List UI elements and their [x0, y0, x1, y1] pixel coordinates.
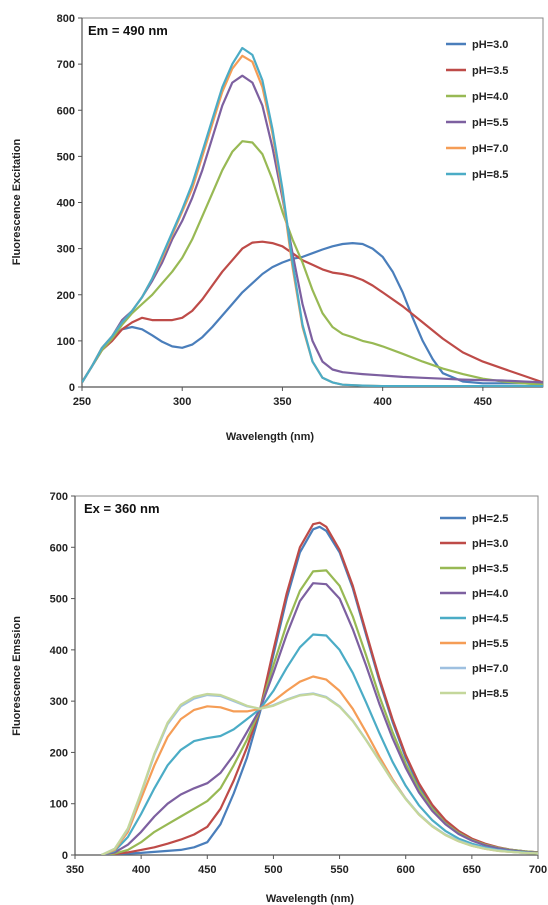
y-tick-label: 300 — [50, 696, 68, 708]
chart-panel-2: 0 100 200 300 400 500 600 700 350 400 450 500 550 600… — [11, 491, 547, 905]
y-tick-label: 100 — [50, 799, 68, 811]
x-tick-label: 600 — [397, 864, 415, 876]
legend-label: pH=7.0 — [472, 663, 508, 675]
y-axis-title: Fluorescence Emssion — [11, 616, 23, 736]
chart-annotation: Em = 490 nm — [88, 23, 168, 38]
y-tick-label: 200 — [50, 747, 68, 759]
legend-label: pH=2.5 — [472, 513, 508, 525]
x-tick-label: 700 — [529, 864, 547, 876]
legend-label: pH=8.5 — [472, 169, 508, 181]
series-line-pH4-0 — [82, 140, 543, 386]
y-tick-label: 500 — [50, 594, 68, 606]
chart-annotation: Ex = 360 nm — [84, 501, 160, 516]
x-tick-label: 350 — [273, 396, 291, 408]
series-line-pH8-5 — [101, 692, 538, 855]
y-tick-label: 0 — [69, 382, 75, 394]
x-axis-title: Wavelength (nm) — [226, 431, 315, 443]
y-tick-label: 700 — [50, 491, 68, 503]
y-tick-label: 800 — [57, 13, 75, 25]
legend: pH=2.5 pH=3.0 pH=3.5 pH=4.0 pH=4.5 pH=5.5 pH=7… — [440, 513, 508, 700]
series-line-pH4-0 — [101, 582, 538, 855]
x-tick-label: 650 — [463, 864, 481, 876]
legend-label: pH=5.5 — [472, 117, 508, 129]
series-line-pH3-5 — [82, 240, 543, 384]
x-tick-label: 400 — [132, 864, 150, 876]
x-tick-label: 300 — [173, 396, 191, 408]
legend-label: pH=8.5 — [472, 688, 508, 700]
x-tick-label: 400 — [373, 396, 391, 408]
legend: pH=3.0 pH=3.5 pH=4.0 pH=5.5 pH=7.0 pH=8.5 — [446, 39, 508, 181]
series-line-pH3-0 — [101, 521, 538, 855]
legend-label: pH=3.5 — [472, 563, 508, 575]
chart-panel-1: 0 100 200 300 400 500 600 700 800 250 300 350 400 450… — [11, 13, 544, 443]
x-tick-label: 450 — [198, 864, 216, 876]
y-tick-label: 300 — [57, 244, 75, 256]
legend-label: pH=3.0 — [472, 538, 508, 550]
y-axis-title: Fluorescence Excitation — [11, 138, 23, 265]
plot-frame — [74, 495, 539, 856]
y-tick-label: 700 — [57, 59, 75, 71]
series-line-pH4-5 — [101, 633, 538, 855]
y-tick-label: 500 — [57, 151, 75, 163]
x-tick-label: 500 — [264, 864, 282, 876]
y-tick-label: 200 — [57, 290, 75, 302]
legend-label: pH=5.5 — [472, 638, 508, 650]
legend-label: pH=4.0 — [472, 588, 508, 600]
x-tick-label: 250 — [73, 396, 91, 408]
x-tick-label: 450 — [474, 396, 492, 408]
y-tick-label: 400 — [50, 645, 68, 657]
y-tick-label: 0 — [62, 850, 68, 862]
y-tick-label: 100 — [57, 336, 75, 348]
series-line-pH7-0 — [82, 54, 543, 387]
y-tick-label: 600 — [57, 105, 75, 117]
legend-label: pH=4.0 — [472, 91, 508, 103]
series-line-pH3-0 — [82, 242, 543, 386]
legend-label: pH=3.0 — [472, 39, 508, 51]
y-tick-label: 600 — [50, 542, 68, 554]
legend-label: pH=7.0 — [472, 143, 508, 155]
x-tick-label: 350 — [66, 864, 84, 876]
legend-label: pH=3.5 — [472, 65, 508, 77]
series-line-pH8-5 — [82, 46, 543, 387]
series-line-pH7-0 — [101, 692, 538, 855]
y-tick-label: 400 — [57, 198, 75, 210]
x-axis-title: Wavelength (nm) — [266, 893, 355, 905]
legend-label: pH=4.5 — [472, 613, 508, 625]
x-tick-label: 550 — [330, 864, 348, 876]
